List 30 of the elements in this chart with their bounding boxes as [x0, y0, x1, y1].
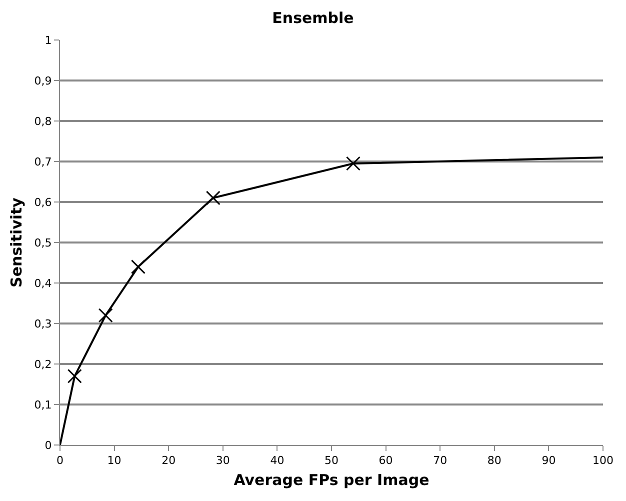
x-tick-label: 30: [216, 454, 230, 468]
y-tick-label: 0,6: [34, 196, 52, 209]
x-tick-label: 100: [592, 454, 614, 468]
x-tick-label: 40: [270, 454, 284, 468]
y-tick-label: 0,8: [34, 114, 52, 128]
x-tick-label: 70: [433, 454, 448, 468]
x-tick-label: 60: [378, 454, 393, 468]
x-tick-label: 20: [162, 454, 176, 468]
y-tick-label: 0: [44, 438, 52, 452]
y-tick-label: 1: [44, 34, 52, 47]
x-tick-label: 50: [324, 454, 338, 468]
point: [346, 156, 360, 171]
y-tick-label: 0,9: [34, 74, 52, 88]
point: [206, 190, 220, 206]
point: [98, 308, 113, 323]
x-tick-label: 0: [56, 454, 64, 468]
x-tick-label: 90: [542, 454, 556, 468]
x-axis-title: Average FPs per Image: [234, 471, 430, 490]
chart-title: Ensemble: [272, 9, 354, 28]
y-tick-label: 0,4: [34, 276, 52, 290]
y-tick-label: 0,5: [34, 236, 52, 250]
point: [67, 368, 82, 384]
x-tick-label: 80: [487, 454, 502, 468]
y-tick-label: 0,7: [34, 155, 52, 168]
y-tick-label: 0,1: [34, 398, 52, 412]
y-axis-title: Sensitivity: [8, 197, 26, 288]
point: [130, 260, 146, 274]
x-tick-label: 10: [107, 454, 122, 468]
y-tick-label: 0,2: [34, 358, 52, 371]
y-tick-label: 0,3: [34, 317, 52, 330]
